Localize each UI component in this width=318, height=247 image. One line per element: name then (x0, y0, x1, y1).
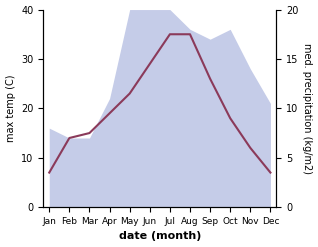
Y-axis label: max temp (C): max temp (C) (5, 75, 16, 142)
X-axis label: date (month): date (month) (119, 231, 201, 242)
Y-axis label: med. precipitation (kg/m2): med. precipitation (kg/m2) (302, 43, 313, 174)
